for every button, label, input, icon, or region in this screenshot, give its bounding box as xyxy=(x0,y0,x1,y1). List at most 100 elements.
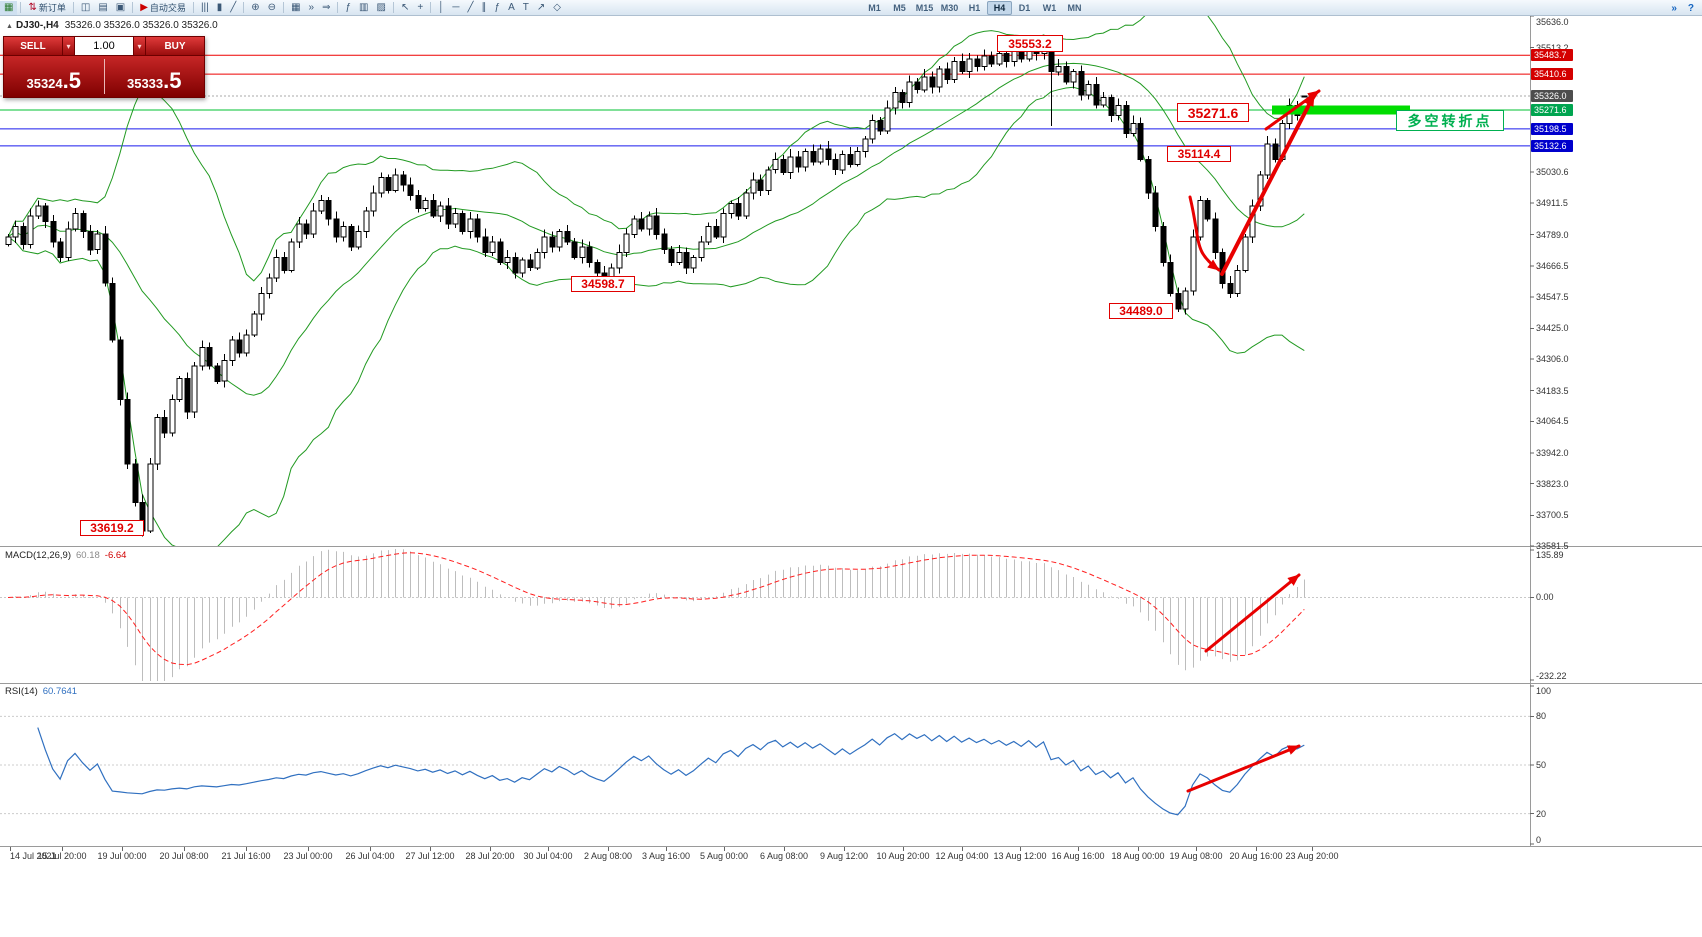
toolbar-button-help[interactable]: ? xyxy=(1687,2,1694,14)
toolbar-button-candle-chart-mode[interactable]: ▮ xyxy=(213,1,227,15)
timeframe-d1[interactable]: D1 xyxy=(1018,3,1031,13)
toolbar-button-vertical-line[interactable]: │ xyxy=(434,1,448,15)
sell-button[interactable]: SELL xyxy=(4,37,62,55)
chart-windows-icon: ◫ xyxy=(80,1,91,13)
rsi-name: RSI(14) xyxy=(5,686,38,697)
autotrading-label: 自动交易 xyxy=(149,3,186,13)
symbol-period-label: DJ30-,H4 xyxy=(15,20,59,31)
toolbar-button-fibonacci[interactable]: ƒ xyxy=(491,1,505,15)
trend-arrow xyxy=(1264,89,1321,131)
toolbar-button-auto-scroll[interactable]: » xyxy=(305,1,319,15)
trendline-icon: ╱ xyxy=(467,1,474,13)
buy-price-small: 35333 xyxy=(126,76,164,91)
toolbar-separator xyxy=(243,2,245,13)
toolbar-button-cursor[interactable]: ↖ xyxy=(397,1,413,15)
timeframe-m1[interactable]: M1 xyxy=(868,3,881,13)
toolbar-button-text[interactable]: A xyxy=(504,1,519,15)
toolbar-button-trendline[interactable]: ╱ xyxy=(464,1,478,15)
cursor-icon: ↖ xyxy=(400,1,410,13)
toolbar-button-crosshair[interactable]: + xyxy=(413,1,427,15)
one-click-trading-widget: SELL ▾ ▾ BUY 35324.5 35333.5 xyxy=(3,36,205,98)
toolbar-button-text-label[interactable]: T xyxy=(519,1,533,15)
text-label-icon: T xyxy=(522,1,529,13)
toolbar-separator xyxy=(20,2,22,13)
new-order-icon: ⇅ xyxy=(28,1,37,13)
buy-price-big: .5 xyxy=(163,68,182,93)
sell-caret-icon[interactable]: ▾ xyxy=(62,37,75,55)
periods-icon: ▥ xyxy=(359,1,369,13)
buy-price[interactable]: 35333.5 xyxy=(105,56,205,97)
green-zone-bar xyxy=(1272,105,1410,115)
sell-price[interactable]: 35324.5 xyxy=(4,56,104,97)
toolbar-button-templates[interactable]: ▨ xyxy=(372,1,389,15)
trend-arrow xyxy=(1204,573,1301,653)
zoom-out-icon: ⊖ xyxy=(267,1,277,13)
toolbar-button-zoom-in[interactable]: ⊕ xyxy=(247,1,263,15)
trend-arrow xyxy=(1186,744,1301,793)
panel-separators xyxy=(0,15,1702,851)
toolbar-button-chart-windows[interactable]: ◫ xyxy=(77,1,94,15)
toolbar-button-data-window[interactable]: ▣ xyxy=(112,1,129,15)
fibonacci-icon: ƒ xyxy=(494,1,501,13)
toolbar-button-arrow-tool[interactable]: ↗ xyxy=(533,1,549,15)
toolbar-button-shapes[interactable]: ◇ xyxy=(549,1,565,15)
toolbar-separator xyxy=(132,2,134,13)
trade-widget-controls: SELL ▾ ▾ BUY xyxy=(4,37,204,56)
toolbar-button-autotrading[interactable]: ▶ 自动交易 xyxy=(136,1,190,15)
timeframe-h4[interactable]: H4 xyxy=(987,1,1012,15)
candlestick-series xyxy=(5,37,1308,537)
sell-price-small: 35324 xyxy=(26,76,63,91)
macd-plot xyxy=(0,549,1530,681)
macd-signal-line xyxy=(7,552,1305,666)
templates-icon: ▨ xyxy=(376,1,386,13)
toolbar-button-periods[interactable]: ▥ xyxy=(355,1,372,15)
toolbar-button-bar-chart-mode[interactable]: ||| xyxy=(197,1,213,15)
data-window-icon: ▣ xyxy=(115,1,126,13)
buy-button[interactable]: BUY xyxy=(146,37,204,55)
bollinger-lower xyxy=(7,86,1305,546)
toolbar-separator xyxy=(72,2,74,13)
autotrading-icon: ▶ xyxy=(140,1,148,13)
symbol-ohlc-readout: ▲ DJ30-,H4 35326.0 35326.0 35326.0 35326.0 xyxy=(6,20,218,31)
toolbar-button-channel[interactable]: ∥ xyxy=(478,1,491,15)
macd-main-value: 60.18 xyxy=(76,550,100,561)
toolbar-separator xyxy=(337,2,339,13)
toolbar-button-tile-windows[interactable]: ▦ xyxy=(287,1,304,15)
toolbar-button-chart-shift[interactable]: ⇒ xyxy=(318,1,334,15)
timeframe-mn[interactable]: MN xyxy=(1067,3,1082,13)
rsi-plot xyxy=(0,715,1530,816)
macd-signal-value: -6.64 xyxy=(104,550,127,561)
zoom-in-icon: ⊕ xyxy=(251,1,260,13)
trend-arrow xyxy=(1220,93,1316,276)
price-divider xyxy=(103,59,105,94)
toolbar-button-market-watch[interactable]: ▤ xyxy=(94,1,111,15)
toolbar-button-new-chart[interactable]: ▦ xyxy=(0,0,18,15)
trade-widget-prices: 35324.5 35333.5 xyxy=(4,56,204,97)
timeframe-w1[interactable]: W1 xyxy=(1042,3,1057,13)
chart-symbol-icon: ▲ xyxy=(6,23,13,30)
timeframe-m15[interactable]: M15 xyxy=(915,3,934,13)
toolbar-button-line-chart-mode[interactable]: ╱ xyxy=(226,1,240,15)
toolbar-button-indicators[interactable]: ƒ xyxy=(341,1,355,15)
macd-indicator-label: MACD(12,26,9) 60.18 -6.64 xyxy=(5,550,126,561)
toolbar-button-toolbar-overflow[interactable]: » xyxy=(1671,2,1677,14)
buy-caret-icon[interactable]: ▾ xyxy=(133,37,146,55)
channel-icon: ∥ xyxy=(481,1,487,13)
volume-input[interactable] xyxy=(75,37,133,55)
candle-chart-mode-icon: ▮ xyxy=(216,1,223,13)
market-watch-icon: ▤ xyxy=(98,1,108,13)
timeframe-m5[interactable]: M5 xyxy=(893,3,906,13)
chart-shift-icon: ⇒ xyxy=(322,1,331,13)
toolbar-button-new-order[interactable]: ⇅ 新订单 xyxy=(24,1,69,15)
horizontal-line-icon: ─ xyxy=(452,1,460,13)
crosshair-icon: + xyxy=(417,1,424,13)
toolbar-button-zoom-out[interactable]: ⊖ xyxy=(264,1,280,15)
rsi-line xyxy=(37,727,1305,816)
timeframe-m30[interactable]: M30 xyxy=(940,3,959,13)
timeframe-h1[interactable]: H1 xyxy=(968,3,981,13)
tile-windows-icon: ▦ xyxy=(291,1,301,13)
line-chart-mode-icon: ╱ xyxy=(230,1,237,13)
toolbar-button-horizontal-line[interactable]: ─ xyxy=(448,1,463,15)
